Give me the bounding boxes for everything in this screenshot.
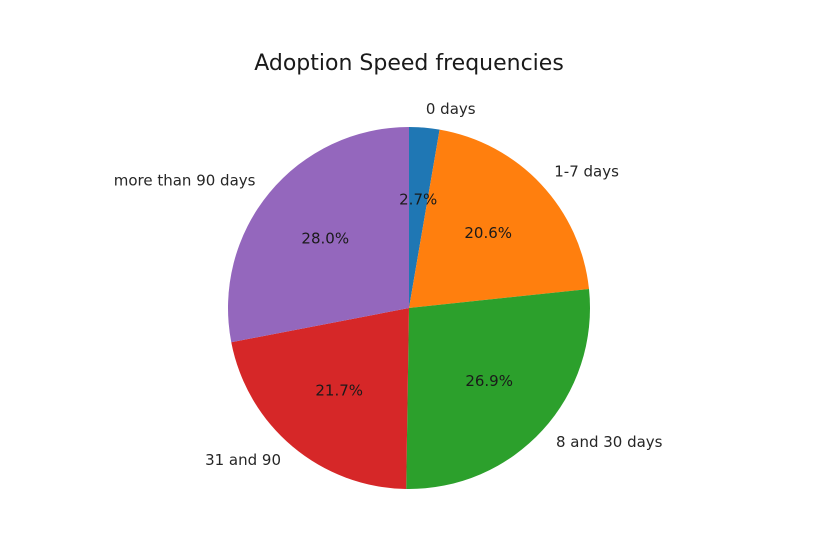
slice-percent-1-7-days: 20.6% xyxy=(464,224,512,242)
slice-percent-8-and-30-days: 26.9% xyxy=(465,372,513,390)
pie-labels: 0 days 1-7 days 8 and 30 days 31 and 90 more… xyxy=(114,100,663,469)
pie-slice-more-than-90-days xyxy=(227,127,409,343)
pie-percent-labels: 2.7% 20.6% 26.9% 21.7% 28.0% xyxy=(301,190,513,399)
slice-percent-31-and-90: 21.7% xyxy=(315,382,363,400)
pie-slice-8-and-30-days xyxy=(406,288,590,489)
slice-label-0-days: 0 days xyxy=(426,100,476,118)
pie-slice-1-7-days xyxy=(409,129,589,308)
pie-slice-31-and-90 xyxy=(231,308,409,489)
slice-percent-more-than-90-days: 28.0% xyxy=(301,229,349,247)
slice-label-31-and-90: 31 and 90 xyxy=(205,451,281,469)
slice-label-more-than-90-days: more than 90 days xyxy=(114,172,256,190)
slice-label-1-7-days: 1-7 days xyxy=(554,162,619,180)
chart-title: Adoption Speed frequencies xyxy=(254,51,564,76)
pie-slices xyxy=(227,127,590,489)
slice-label-8-and-30-days: 8 and 30 days xyxy=(556,433,663,451)
slice-percent-0-days: 2.7% xyxy=(399,190,437,208)
pie-slice-0-days xyxy=(409,127,440,308)
